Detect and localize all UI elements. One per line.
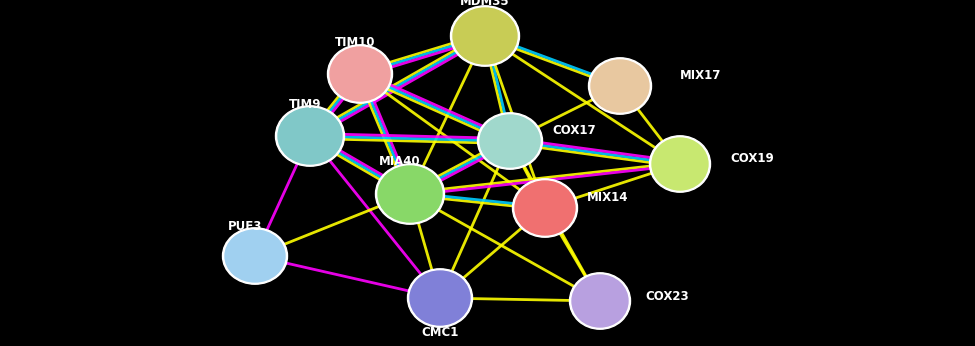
Ellipse shape bbox=[408, 269, 473, 327]
Ellipse shape bbox=[515, 181, 575, 235]
Ellipse shape bbox=[569, 273, 631, 329]
Ellipse shape bbox=[378, 166, 442, 222]
Ellipse shape bbox=[276, 106, 344, 166]
Text: CMC1: CMC1 bbox=[421, 326, 458, 338]
Ellipse shape bbox=[328, 45, 393, 103]
Ellipse shape bbox=[453, 8, 517, 64]
Text: PUF3: PUF3 bbox=[228, 219, 262, 233]
Ellipse shape bbox=[222, 228, 288, 284]
Ellipse shape bbox=[225, 230, 285, 282]
Text: MIX14: MIX14 bbox=[587, 191, 629, 204]
Ellipse shape bbox=[652, 138, 708, 190]
Text: COX17: COX17 bbox=[552, 125, 596, 137]
Ellipse shape bbox=[513, 179, 577, 237]
Text: MDM35: MDM35 bbox=[460, 0, 510, 9]
Ellipse shape bbox=[450, 6, 520, 66]
Ellipse shape bbox=[375, 164, 445, 224]
Ellipse shape bbox=[330, 47, 390, 101]
Text: COX19: COX19 bbox=[730, 153, 774, 165]
Ellipse shape bbox=[591, 60, 649, 112]
Ellipse shape bbox=[589, 58, 651, 114]
Text: MIA40: MIA40 bbox=[379, 155, 421, 169]
Text: COX23: COX23 bbox=[645, 290, 688, 302]
Text: MIX17: MIX17 bbox=[680, 70, 722, 82]
Ellipse shape bbox=[649, 136, 711, 192]
Ellipse shape bbox=[278, 108, 342, 164]
Ellipse shape bbox=[480, 115, 540, 167]
Text: TIM9: TIM9 bbox=[289, 99, 321, 111]
Ellipse shape bbox=[478, 113, 542, 169]
Ellipse shape bbox=[410, 271, 470, 325]
Text: TIM10: TIM10 bbox=[334, 36, 375, 49]
Ellipse shape bbox=[572, 275, 628, 327]
